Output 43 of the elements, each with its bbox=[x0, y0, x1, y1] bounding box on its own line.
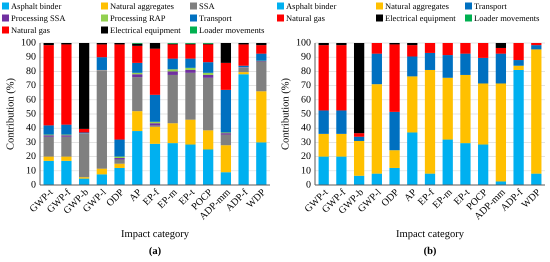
y-tick-label: 10 bbox=[26, 165, 36, 176]
y-tick-label: 40 bbox=[26, 122, 36, 134]
text: (a) bbox=[148, 246, 162, 257]
y-tick-label: 90 bbox=[26, 52, 36, 63]
y-tick-label: 80 bbox=[26, 66, 36, 77]
y-tick-label: 20 bbox=[26, 151, 36, 162]
y-tick-label: 100 bbox=[21, 38, 36, 48]
y-axis-title: Contribution (%) bbox=[280, 77, 292, 150]
y-axis-title: Contribution (%) bbox=[6, 77, 16, 150]
legend-label: Loader movements bbox=[199, 25, 264, 35]
legend-label: Natural aggregates bbox=[110, 1, 174, 11]
legend-label: Electrical equipment bbox=[110, 25, 182, 35]
y-tick-label: 90 bbox=[301, 52, 311, 63]
y-tick-label: 50 bbox=[26, 108, 36, 120]
legend-label: Asphalt binder bbox=[286, 1, 336, 11]
y-tick-label: 80 bbox=[301, 66, 311, 77]
y-tick-label: 20 bbox=[301, 151, 311, 162]
y-tick-label: 60 bbox=[26, 94, 36, 106]
text: (b) bbox=[424, 246, 437, 257]
y-tick-label: 30 bbox=[301, 136, 311, 148]
y-tick-label: 0 bbox=[306, 180, 311, 190]
legend-label: Natural gas bbox=[11, 25, 50, 35]
legend-label: Loader movements bbox=[474, 13, 540, 23]
legend-label: Electrical equipment bbox=[385, 13, 456, 23]
y-tick-label: 60 bbox=[301, 94, 311, 106]
legend-label: SSA bbox=[199, 1, 216, 11]
legend-label: Natural gas bbox=[286, 13, 325, 23]
legend-label: Processing RAP bbox=[110, 13, 166, 23]
legend-label: Transport bbox=[474, 1, 508, 11]
y-tick-label: 50 bbox=[301, 108, 311, 120]
legend-label: Natural aggregates bbox=[385, 1, 449, 11]
legend-label: Asphalt binder bbox=[11, 1, 62, 11]
y-tick-label: 40 bbox=[301, 122, 311, 134]
x-axis-title: Impact category bbox=[396, 229, 465, 240]
y-tick-label: 0 bbox=[31, 180, 36, 190]
y-tick-label: 70 bbox=[301, 80, 311, 92]
legend-label: Processing SSA bbox=[11, 13, 66, 23]
x-axis-title: Impact category bbox=[121, 229, 190, 240]
legend-label: Transport bbox=[199, 13, 232, 23]
y-tick-label: 30 bbox=[26, 136, 36, 148]
y-tick-label: 10 bbox=[301, 165, 311, 176]
y-tick-label: 70 bbox=[26, 80, 36, 92]
y-tick-label: 100 bbox=[296, 38, 311, 48]
